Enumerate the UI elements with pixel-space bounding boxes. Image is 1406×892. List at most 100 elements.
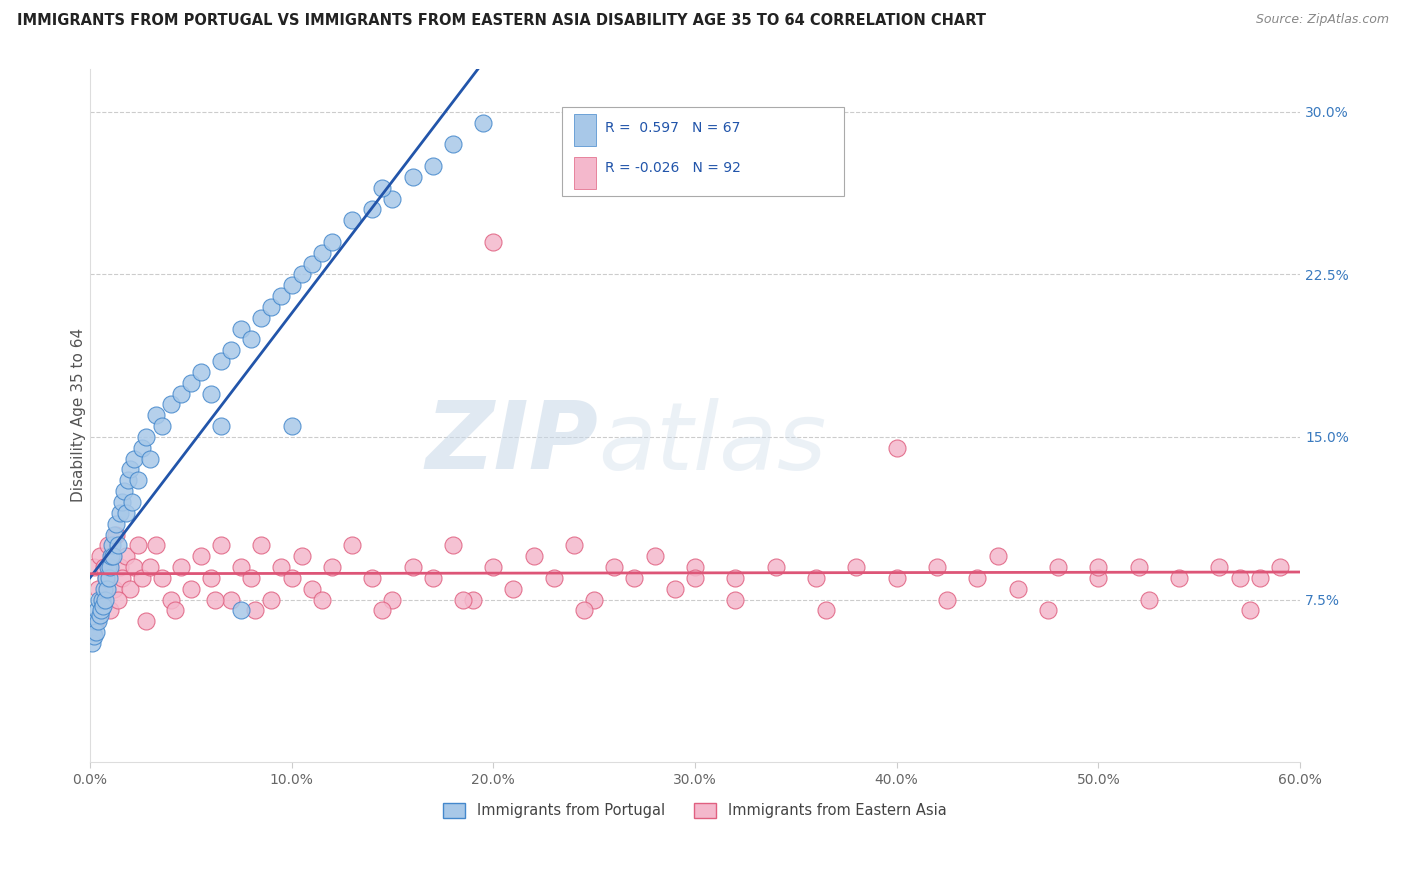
Point	[94, 571, 117, 585]
Point	[101, 549, 124, 564]
Point	[103, 582, 125, 596]
Point	[966, 571, 988, 585]
Point	[724, 571, 747, 585]
Point	[644, 549, 666, 564]
Point	[163, 603, 186, 617]
Point	[1128, 560, 1150, 574]
Point	[108, 560, 131, 574]
Point	[683, 571, 706, 585]
Text: R = -0.026   N = 92: R = -0.026 N = 92	[605, 161, 741, 176]
Text: atlas: atlas	[598, 398, 827, 489]
Point	[623, 571, 645, 585]
Point	[190, 365, 212, 379]
Point	[98, 603, 121, 617]
Point	[112, 484, 135, 499]
Point	[131, 441, 153, 455]
Point	[482, 560, 505, 574]
Point	[311, 592, 333, 607]
Point	[204, 592, 226, 607]
Point	[169, 386, 191, 401]
Text: R =  0.597   N = 67: R = 0.597 N = 67	[605, 121, 740, 136]
Point	[311, 245, 333, 260]
Point	[120, 582, 142, 596]
Point	[291, 268, 314, 282]
Point	[815, 603, 838, 617]
Point	[381, 192, 404, 206]
Point	[260, 300, 283, 314]
Point	[1087, 560, 1109, 574]
Point	[321, 560, 343, 574]
Point	[260, 592, 283, 607]
Point	[401, 169, 423, 184]
Point	[1036, 603, 1059, 617]
Point	[135, 430, 157, 444]
Point	[111, 571, 134, 585]
Point	[219, 592, 242, 607]
Point	[451, 592, 474, 607]
Point	[94, 592, 117, 607]
Point	[301, 256, 323, 270]
Point	[422, 159, 444, 173]
Point	[209, 538, 232, 552]
Point	[543, 571, 565, 585]
Point	[231, 560, 253, 574]
Point	[1168, 571, 1191, 585]
Point	[105, 527, 128, 541]
Text: Source: ZipAtlas.com: Source: ZipAtlas.com	[1256, 13, 1389, 27]
Point	[107, 538, 129, 552]
Point	[159, 397, 181, 411]
Point	[301, 582, 323, 596]
Point	[159, 592, 181, 607]
Point	[93, 582, 115, 596]
Point	[1249, 571, 1271, 585]
Point	[139, 560, 162, 574]
Point	[82, 625, 104, 640]
Point	[87, 582, 110, 596]
Point	[115, 506, 138, 520]
Point	[209, 419, 232, 434]
Point	[108, 506, 131, 520]
Point	[145, 538, 167, 552]
Point	[280, 278, 302, 293]
Point	[120, 462, 142, 476]
Point	[127, 473, 149, 487]
Point	[180, 582, 202, 596]
Point	[86, 603, 108, 617]
Point	[84, 614, 107, 628]
Point	[122, 451, 145, 466]
Point	[83, 629, 105, 643]
Point	[219, 343, 242, 358]
Point	[200, 386, 222, 401]
Point	[371, 180, 394, 194]
Point	[925, 560, 948, 574]
Point	[361, 571, 384, 585]
Point	[94, 571, 117, 585]
Point	[291, 549, 314, 564]
Point	[441, 538, 464, 552]
Point	[122, 560, 145, 574]
Point	[461, 592, 484, 607]
Point	[97, 560, 120, 574]
Point	[209, 354, 232, 368]
Point	[190, 549, 212, 564]
Point	[91, 592, 114, 607]
Point	[152, 571, 174, 585]
Point	[231, 603, 253, 617]
Point	[98, 560, 121, 574]
Point	[1229, 571, 1251, 585]
Point	[121, 495, 143, 509]
Point	[1239, 603, 1261, 617]
Point	[111, 495, 134, 509]
Point	[1137, 592, 1160, 607]
Point	[117, 473, 139, 487]
Point	[886, 571, 908, 585]
Point	[422, 571, 444, 585]
Point	[98, 571, 121, 585]
Point	[936, 592, 959, 607]
Point	[89, 549, 111, 564]
Point	[100, 549, 122, 564]
Point	[340, 538, 363, 552]
Point	[91, 592, 114, 607]
Y-axis label: Disability Age 35 to 64: Disability Age 35 to 64	[72, 328, 86, 502]
Point	[131, 571, 153, 585]
